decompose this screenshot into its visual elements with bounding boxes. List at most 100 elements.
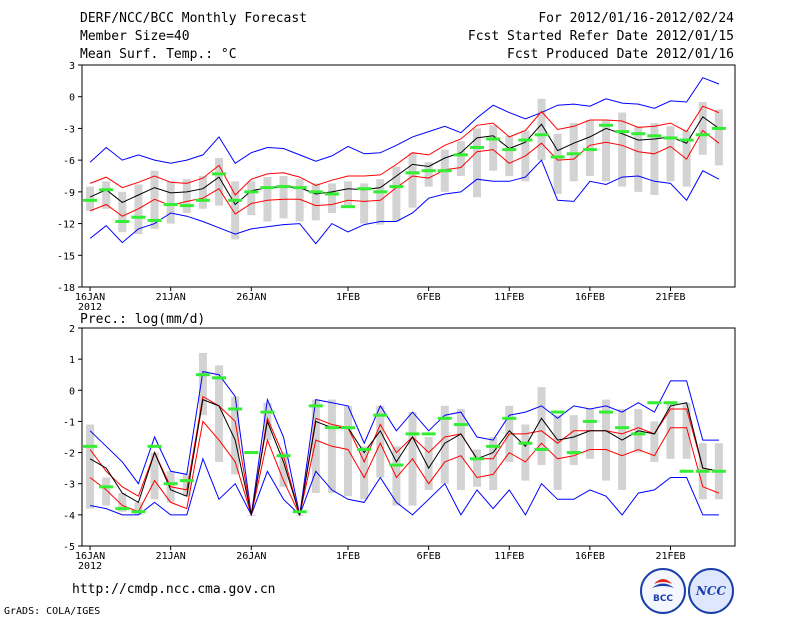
box bbox=[327, 183, 336, 213]
y-tick-label: 0 bbox=[69, 93, 75, 104]
median-marker bbox=[389, 463, 404, 467]
box bbox=[618, 112, 627, 187]
median-marker bbox=[518, 441, 533, 445]
x-tick-label: 16FEB bbox=[575, 551, 605, 562]
box bbox=[86, 424, 95, 509]
median-marker bbox=[357, 187, 372, 191]
y-tick-label: -9 bbox=[63, 188, 75, 199]
median-marker bbox=[470, 457, 485, 461]
median-marker bbox=[244, 190, 259, 194]
box bbox=[392, 446, 401, 506]
y-tick-label: 0 bbox=[69, 386, 75, 397]
box bbox=[215, 365, 224, 462]
ensemble-min-line bbox=[89, 159, 720, 245]
x-tick-label: 21JAN bbox=[156, 292, 186, 303]
y-tick-label: -5 bbox=[63, 542, 75, 553]
median-marker bbox=[486, 444, 501, 448]
median-marker bbox=[679, 138, 694, 142]
y-tick-label: -12 bbox=[57, 220, 75, 231]
mean-plus-spread-line bbox=[89, 395, 719, 516]
y-tick-label: -6 bbox=[63, 156, 75, 167]
median-marker bbox=[582, 148, 597, 152]
box bbox=[537, 387, 546, 466]
y-tick-label: -1 bbox=[63, 417, 75, 428]
box bbox=[585, 119, 594, 176]
median-marker bbox=[341, 426, 356, 430]
box bbox=[489, 437, 498, 490]
box bbox=[698, 102, 707, 155]
x-tick-label: 26JAN bbox=[236, 551, 266, 562]
plot-frame bbox=[81, 64, 736, 288]
precip-panel-title: Prec.: log(mm/d) bbox=[80, 312, 206, 327]
box bbox=[440, 405, 449, 484]
median-marker bbox=[212, 376, 227, 380]
box bbox=[666, 402, 675, 459]
box bbox=[424, 162, 433, 187]
box bbox=[279, 452, 288, 487]
x-tick-label: 1FEB bbox=[336, 551, 360, 562]
median-marker bbox=[341, 205, 356, 209]
box bbox=[376, 179, 385, 225]
box bbox=[344, 405, 353, 497]
footer-url[interactable]: http://cmdp.ncc.cma.gov.cn bbox=[72, 582, 276, 597]
box bbox=[456, 408, 465, 490]
median-marker bbox=[518, 138, 533, 142]
median-marker bbox=[453, 423, 468, 427]
member-size-label: Member Size=40 bbox=[80, 29, 190, 44]
forecast-produced-date: Fcst Produced Date 2012/01/16 bbox=[507, 47, 734, 62]
median-marker bbox=[502, 416, 517, 420]
box bbox=[569, 123, 578, 182]
box bbox=[182, 474, 191, 497]
box bbox=[602, 399, 611, 481]
median-marker bbox=[711, 126, 726, 130]
median-marker bbox=[486, 137, 501, 141]
box bbox=[102, 477, 111, 506]
median-marker bbox=[260, 186, 275, 190]
median-marker bbox=[83, 198, 98, 202]
median-marker bbox=[534, 133, 549, 137]
bcc-logo: BCC bbox=[640, 568, 686, 614]
box bbox=[198, 352, 207, 416]
median-marker bbox=[115, 219, 130, 223]
median-marker bbox=[308, 190, 323, 194]
median-marker bbox=[324, 426, 339, 430]
median-marker bbox=[163, 203, 178, 207]
box bbox=[118, 493, 127, 512]
median-marker bbox=[566, 152, 581, 156]
chart-title: DERF/NCC/BCC Monthly Forecast bbox=[80, 11, 307, 26]
box bbox=[215, 158, 224, 206]
y-tick-label: -15 bbox=[57, 251, 75, 262]
median-marker bbox=[212, 172, 227, 176]
y-tick-label: -3 bbox=[63, 124, 75, 135]
median-marker bbox=[373, 413, 388, 417]
x-year-label: 2012 bbox=[78, 302, 102, 313]
y-tick-label: -3 bbox=[63, 480, 75, 491]
median-marker bbox=[647, 134, 662, 138]
ensemble-mean-line bbox=[89, 398, 719, 516]
box bbox=[456, 141, 465, 176]
mean-minus-spread-line bbox=[89, 129, 720, 217]
y-tick-label: 1 bbox=[69, 355, 75, 366]
y-tick-label: 2 bbox=[69, 324, 75, 335]
median-marker bbox=[389, 185, 404, 189]
box bbox=[295, 179, 304, 222]
box bbox=[602, 119, 611, 182]
y-tick-label: 3 bbox=[69, 61, 75, 72]
median-marker bbox=[663, 401, 678, 405]
median-marker bbox=[437, 416, 452, 420]
box bbox=[650, 421, 659, 462]
variable-label: Mean Surf. Temp.: °C bbox=[80, 47, 237, 62]
median-marker bbox=[99, 485, 114, 489]
median-marker bbox=[260, 410, 275, 414]
ensemble-min-line bbox=[90, 457, 719, 517]
box bbox=[489, 125, 498, 171]
median-marker bbox=[631, 432, 646, 436]
median-marker bbox=[599, 123, 614, 127]
median-marker bbox=[470, 145, 485, 149]
median-marker bbox=[437, 169, 452, 173]
median-marker bbox=[115, 507, 130, 511]
box bbox=[231, 181, 240, 240]
box bbox=[344, 181, 353, 208]
